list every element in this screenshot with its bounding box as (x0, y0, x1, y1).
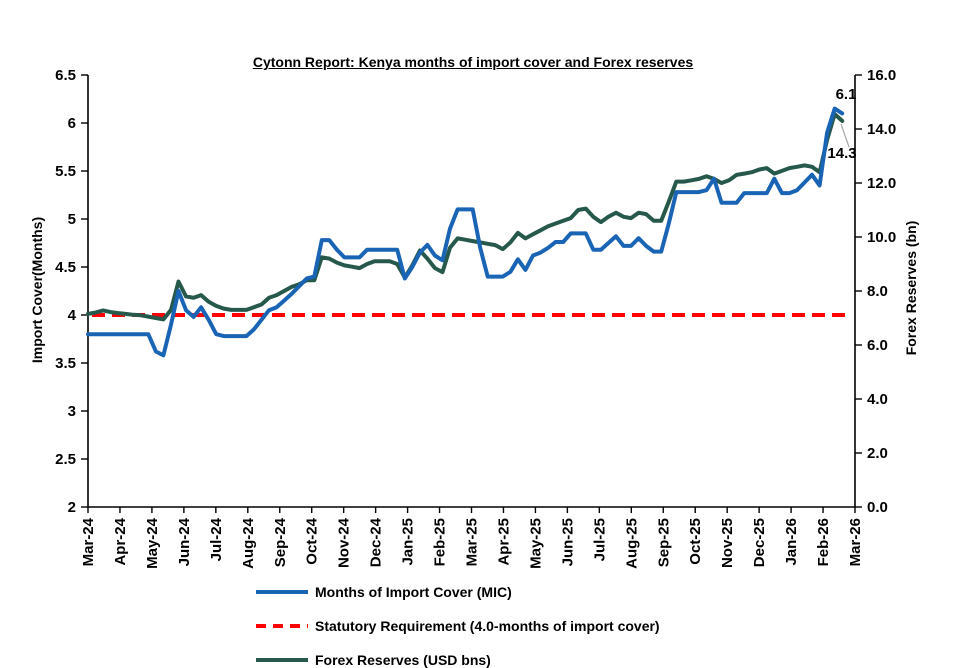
y-left-tick-label: 2.5 (55, 451, 76, 468)
legend-item-forex: Forex Reserves (USD bns) (256, 650, 660, 668)
x-tick-label: Jun-24 (176, 517, 193, 566)
x-tick-label: Sep-24 (272, 517, 289, 567)
y-left-tick-label: 2 (68, 499, 76, 516)
statutory-line-sample (256, 624, 308, 628)
x-tick-label: Feb-26 (815, 518, 832, 566)
x-tick-label: May-24 (144, 517, 161, 569)
x-tick-label: Dec-24 (368, 517, 385, 567)
x-tick-label: Jan-26 (783, 518, 800, 566)
x-tick-label: Oct-25 (687, 518, 704, 565)
y-right-tick-label: 12.0 (867, 175, 896, 192)
legend-item-statutory: Statutory Requirement (4.0-months of imp… (256, 616, 660, 636)
axes-group: 2 2.5 3 3.5 4 4.5 5 5.5 6 6.5 0.0 2.0 4.0 6.0 8.0 10.0 1… (55, 67, 896, 569)
y-right-tick-label: 4.0 (867, 391, 888, 408)
x-tick-label: Aug-25 (623, 518, 640, 569)
forex-reserves-line (86, 112, 845, 322)
x-tick-label: Jun-25 (559, 518, 576, 566)
y-left-tick-label: 3 (68, 403, 76, 420)
y-left-tick-label: 3.5 (55, 355, 76, 372)
y-left-tick-label: 4 (68, 307, 77, 324)
y-right-tick-label: 8.0 (867, 283, 888, 300)
x-tick-label: Jul-25 (591, 518, 608, 561)
y-left-tick-label: 5.5 (55, 163, 76, 180)
mic-line-sample (256, 590, 308, 594)
right-axis-title: Forex Reserves (bn) (903, 220, 919, 356)
x-tick-label: Jul-24 (208, 517, 225, 561)
x-tick-label: Feb-25 (432, 518, 449, 566)
x-tick-label: Aug-24 (240, 517, 257, 568)
forex-end-value-label: 14.3 (827, 145, 856, 162)
legend-item-mic: Months of Import Cover (MIC) (256, 582, 660, 602)
left-axis-title: Import Cover(Months) (29, 216, 45, 364)
y-right-tick-label: 14.0 (867, 121, 896, 138)
y-right-tick-label: 6.0 (867, 337, 888, 354)
y-right-tick-label: 10.0 (867, 229, 896, 246)
y-left-tick-label: 6.5 (55, 67, 76, 84)
forex-line-sample (256, 658, 308, 662)
x-tick-label: Mar-24 (80, 517, 97, 566)
x-tick-label: Oct-24 (304, 517, 321, 564)
y-right-tick-label: 16.0 (867, 67, 896, 84)
x-tick-label: Sep-25 (655, 518, 672, 567)
x-tick-label: Apr-25 (495, 518, 512, 566)
legend-label-forex: Forex Reserves (USD bns) (315, 652, 491, 668)
y-left-tick-label: 6 (68, 115, 76, 132)
chart-legend: Months of Import Cover (MIC) Statutory R… (256, 582, 660, 668)
mic-end-value-label: 6.1 (836, 86, 857, 103)
x-tick-label: Dec-25 (751, 518, 768, 567)
x-tick-label: Apr-24 (112, 517, 129, 565)
y-right-tick-label: 2.0 (867, 445, 888, 462)
annotation-leader-line (840, 123, 850, 148)
legend-label-statutory: Statutory Requirement (4.0-months of imp… (315, 618, 660, 634)
y-left-tick-label: 4.5 (55, 259, 76, 276)
x-tick-label: Mar-26 (847, 518, 864, 566)
import-cover-line (86, 106, 845, 358)
chart-title: Cytonn Report: Kenya months of import co… (252, 54, 694, 70)
x-tick-label: Jan-25 (400, 518, 417, 566)
x-tick-label: Mar-25 (464, 518, 481, 566)
y-left-tick-label: 5 (68, 211, 76, 228)
y-right-tick-label: 0.0 (867, 499, 888, 516)
x-tick-label: Nov-25 (719, 518, 736, 568)
x-tick-label: May-25 (527, 518, 544, 569)
legend-label-mic: Months of Import Cover (MIC) (315, 584, 512, 600)
x-tick-label: Nov-24 (336, 517, 353, 568)
